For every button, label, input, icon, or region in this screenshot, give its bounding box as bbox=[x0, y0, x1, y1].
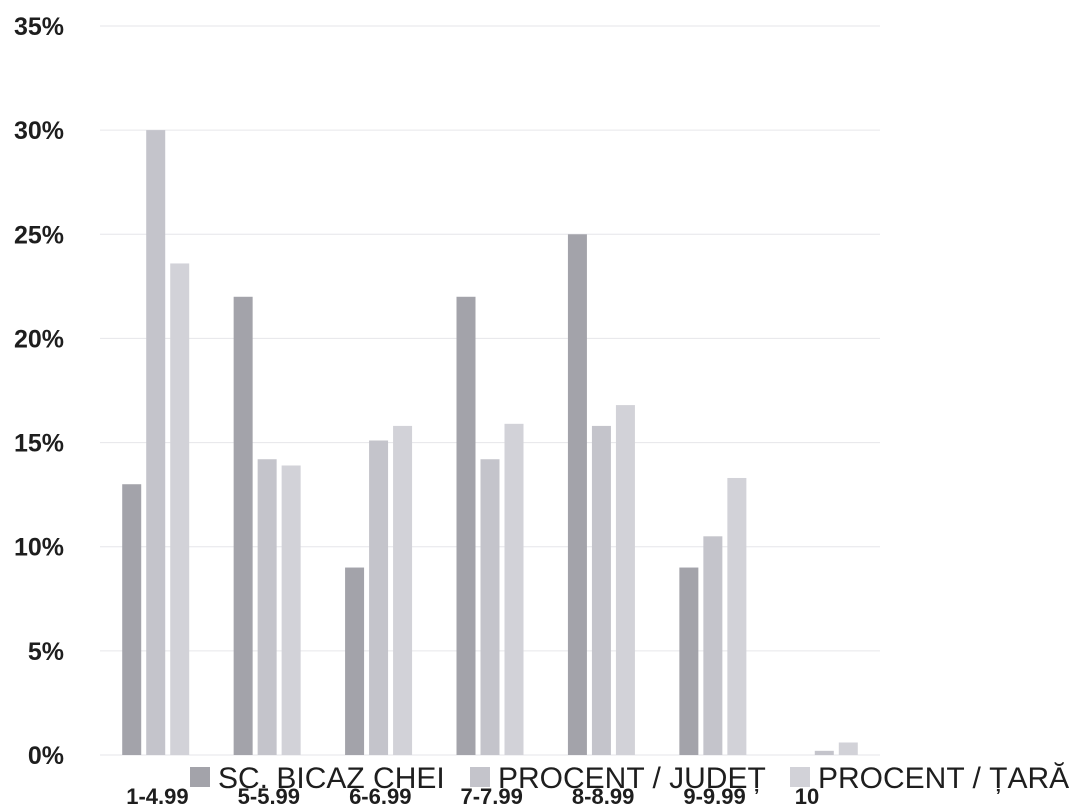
y-tick-label: 15% bbox=[14, 430, 64, 458]
y-axis: 0% 5% 10% 15% 20% 25% 30% 35% bbox=[14, 13, 64, 770]
legend-label: PROCENT / JUDEȚ bbox=[498, 762, 766, 795]
legend-label: PROCENT / ȚARĂ bbox=[818, 762, 1069, 795]
y-tick-label: 10% bbox=[14, 534, 64, 562]
x-tick-label: 1-4.99 bbox=[126, 784, 188, 809]
bar-3 bbox=[838, 742, 858, 755]
legend-label: SC. BICAZ CHEI bbox=[218, 762, 445, 795]
bar-2 bbox=[591, 425, 611, 755]
bar-1 bbox=[233, 296, 253, 755]
y-tick-label: 35% bbox=[14, 13, 64, 41]
y-tick-label: 0% bbox=[28, 742, 64, 770]
bar-1 bbox=[456, 296, 476, 755]
legend: SC. BICAZ CHEI PROCENT / JUDEȚ PROCENT / Ț… bbox=[190, 762, 1069, 795]
bar-2 bbox=[146, 130, 166, 756]
bar-3 bbox=[281, 465, 301, 755]
x-tick-label: 6-6.99 bbox=[349, 784, 411, 809]
bar-3 bbox=[727, 477, 747, 755]
bar-2 bbox=[480, 459, 500, 755]
legend-swatch bbox=[470, 767, 490, 787]
x-axis: 1-4.99 5-5.99 6-6.99 7-7.99 8-8.99 9-9.99 10 bbox=[126, 784, 819, 809]
legend-swatch bbox=[790, 767, 810, 787]
bar-2 bbox=[814, 750, 834, 755]
y-tick-label: 20% bbox=[14, 325, 64, 353]
bar-1 bbox=[345, 567, 365, 755]
y-tick-label: 25% bbox=[14, 221, 64, 249]
bar-3 bbox=[170, 263, 190, 755]
bar-2 bbox=[703, 536, 723, 755]
x-tick-label: 5-5.99 bbox=[238, 784, 300, 809]
y-tick-label: 5% bbox=[28, 638, 64, 666]
x-tick-label: 10 bbox=[795, 784, 819, 809]
bars bbox=[122, 130, 858, 756]
y-tick-label: 30% bbox=[14, 117, 64, 145]
x-tick-label: 8-8.99 bbox=[572, 784, 634, 809]
bar-1 bbox=[679, 567, 699, 755]
bar-1 bbox=[122, 484, 142, 755]
bar-1 bbox=[567, 234, 587, 756]
bar-2 bbox=[369, 440, 389, 755]
bar-3 bbox=[615, 405, 635, 755]
bar-3 bbox=[504, 423, 524, 755]
legend-swatch bbox=[190, 767, 210, 787]
bar-3 bbox=[393, 425, 413, 755]
x-tick-label: 9-9.99 bbox=[683, 784, 745, 809]
bar-2 bbox=[257, 459, 277, 755]
x-tick-label: 7-7.99 bbox=[461, 784, 523, 809]
